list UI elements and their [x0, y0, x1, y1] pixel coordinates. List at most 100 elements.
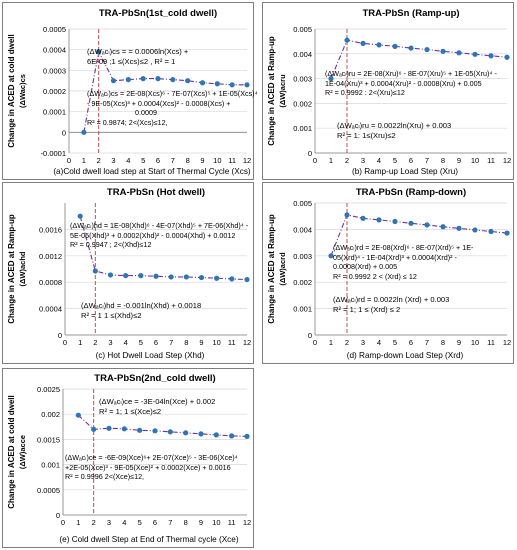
chart-b-data-point: [488, 53, 494, 59]
chart-a-xtick-label: 3: [111, 156, 115, 165]
chart-c-ylabel: Change in ACED at Ramp-up: [7, 214, 16, 324]
chart-a-ytick-label: 0.0005: [43, 25, 66, 34]
chart-b-ytick-label: 0.005: [293, 25, 312, 34]
chart-c-xlabel: (c) Hot Dwell Load Step (Xhd): [96, 351, 205, 360]
chart-b-data-point: [424, 46, 430, 53]
chart-a-svg: TRA-PbSn(1st_cold dwell)-0.000100.00010.…: [7, 8, 251, 176]
chart-d-xtick-label: 10: [471, 338, 479, 347]
chart-d-series-line: [330, 214, 508, 257]
chart-b-xtick-label: 0: [313, 156, 317, 165]
chart-c-data-point: [198, 274, 205, 281]
chart-d-xtick-label: 2: [345, 338, 349, 347]
chart-e-ytick-label: 0.0015: [37, 435, 60, 444]
chart-d-data-point: [360, 215, 366, 221]
chart-a-xtick-label: 10: [213, 156, 221, 165]
chart-e-title: TRA-PbSn(2nd_cold dwell): [94, 373, 215, 384]
chart-c-ytick-label: 0.0012: [39, 252, 62, 261]
chart-c-xtick-label: 0: [63, 338, 67, 347]
chart-c-data-point: [153, 273, 159, 279]
chart-panel-b: TRA-PbSn (Ramp-up) 0 0.001 0.002 0.003 0.004 0…: [262, 2, 514, 180]
chart-c-xtick-label: 1: [78, 338, 82, 347]
chart-e-xtick-label: 4: [122, 518, 126, 527]
chart-panel-e: TRA-PbSn(2nd_cold dwell) 0 0.0005 0.001 0.00…: [2, 368, 254, 548]
chart-d-xtick-label: 6: [409, 338, 413, 347]
chart-b-ytick-label: 0.003: [293, 75, 312, 84]
chart-e-series-line: [77, 414, 248, 437]
chart-c-data-point: [92, 268, 98, 274]
chart-a-xtick-label: 0: [67, 156, 71, 165]
chart-e-svg: TRA-PbSn(2nd_cold dwell) 0 0.0005 0.001 0.00…: [7, 373, 251, 544]
chart-e-xtick-label: 5: [138, 518, 142, 527]
chart-b-ytick-label: 0.004: [293, 50, 312, 59]
chart-b-xtick-label: 9: [457, 156, 461, 165]
chart-b-series-line: [330, 39, 508, 79]
chart-b-data-point: [376, 42, 382, 48]
chart-a-ylabel: Change in ACED at cold dwell: [7, 34, 16, 148]
chart-b-annotation-1: (ΔWₐcₗ)ru = 2E-08(Xru)⁶ - 8E-07(Xru)⁵ + …: [325, 69, 497, 98]
chart-e-xlabel: (e) Cold dwell Step at End of Thermal cy…: [59, 535, 238, 544]
chart-c-ytick-label: 0.0004: [39, 305, 62, 314]
chart-a-xtick-label: 5: [141, 156, 145, 165]
chart-c-xtick-label: 6: [154, 338, 158, 347]
chart-d-data-point: [376, 217, 382, 223]
chart-a-data-point: [110, 78, 117, 84]
chart-c-data-point: [244, 276, 250, 283]
chart-a-ytick-label: 0.0001: [43, 108, 66, 117]
chart-c-data-point: [229, 276, 235, 282]
chart-c-xtick-label: 7: [169, 338, 173, 347]
chart-c-data-point: [168, 274, 174, 280]
chart-e-xtick-label: 8: [184, 518, 188, 527]
chart-b-ytick-label: 0.002: [293, 99, 312, 108]
chart-b-data-point: [440, 48, 446, 54]
chart-b-data-point: [328, 76, 334, 82]
chart-b-data-point: [456, 50, 462, 56]
chart-b-data-point: [472, 51, 478, 57]
chart-e-data-point: [198, 431, 204, 437]
chart-e-annotation-1: (ΔWₐcₗ)ce = -3E-04ln(Xce) + 0.002 R² = 1;…: [99, 397, 216, 416]
chart-a-data-point: [155, 76, 161, 82]
chart-e-data-point: [121, 426, 127, 432]
chart-e-ytick-label: 0.0025: [37, 385, 60, 394]
chart-d-xtick-label: 1: [329, 338, 333, 347]
chart-d-svg: TRA-PbSn (Ramp-down) 0 0.001 0.002 0.003 0.00…: [267, 187, 511, 360]
chart-b-ytick-label: 0: [308, 149, 312, 158]
chart-e-xtick-label: 7: [168, 518, 172, 527]
chart-b-xtick-label: 4: [377, 156, 381, 165]
chart-d-data-point: [504, 230, 510, 236]
chart-d-xtick-label: 4: [377, 338, 381, 347]
chart-e-ylabel: Change in ACED at cold dwell: [7, 395, 16, 509]
chart-d-xtick-label: 5: [393, 338, 397, 347]
chart-a-data-point: [199, 80, 206, 86]
chart-d-ytick-label: 0.001: [293, 305, 312, 314]
chart-a-xtick-label: 9: [200, 156, 204, 165]
chart-a-xtick-label: 12: [243, 156, 251, 165]
chart-c-ytick-label: 0.0016: [39, 225, 62, 234]
chart-e-xtick-label: 1: [76, 518, 80, 527]
chart-e-data-point: [137, 427, 143, 433]
chart-d-data-point: [344, 212, 350, 218]
chart-e-data-point: [106, 425, 112, 431]
chart-b-ylabel-symbol: (ΔW)acru: [278, 74, 287, 108]
chart-c-data-point: [107, 272, 114, 278]
chart-d-data-point: [408, 220, 414, 226]
chart-b-ylabel: Change in ACED at Ramp-up: [267, 36, 276, 146]
chart-a-ytick-label: -0.0001: [41, 149, 66, 158]
chart-d-ytick-label: 0.002: [293, 278, 312, 287]
chart-a-xtick-label: 4: [126, 156, 130, 165]
chart-panel-a: TRA-PbSn(1st_cold dwell) -0.0001 0 0.0001 0.…: [2, 2, 258, 180]
chart-b-xtick-label: 8: [441, 156, 445, 165]
chart-b-xlabel: (b) Ramp-up Load Step (Xru): [352, 167, 458, 176]
chart-d-ytick-label: 0.003: [293, 252, 312, 261]
chart-b-annotation-2: (ΔWₐcₗ)ru = 0.0022ln(Xru) + 0.003 R² = 1:…: [337, 121, 452, 140]
chart-a-data-point: [140, 76, 146, 82]
chart-d-data-point: [472, 227, 478, 233]
chart-panel-d: TRA-PbSn (Ramp-down) 0 0.001 0.002 0.003 0.00…: [262, 182, 514, 364]
chart-a-data-point: [244, 82, 250, 88]
chart-c-ytick-label: 0: [58, 331, 62, 340]
chart-a-xtick-label: 11: [228, 156, 236, 165]
chart-e-data-point: [75, 412, 81, 418]
chart-d-annotation-2: (ΔWₐcₗ)rd = 0.0022ln (Xrd) + 0.003 R² = 1…: [333, 295, 450, 314]
chart-a-xtick-label: 2: [97, 156, 101, 165]
chart-e-data-point: [152, 428, 158, 434]
chart-e-ytick-label: 0.001: [41, 461, 60, 470]
